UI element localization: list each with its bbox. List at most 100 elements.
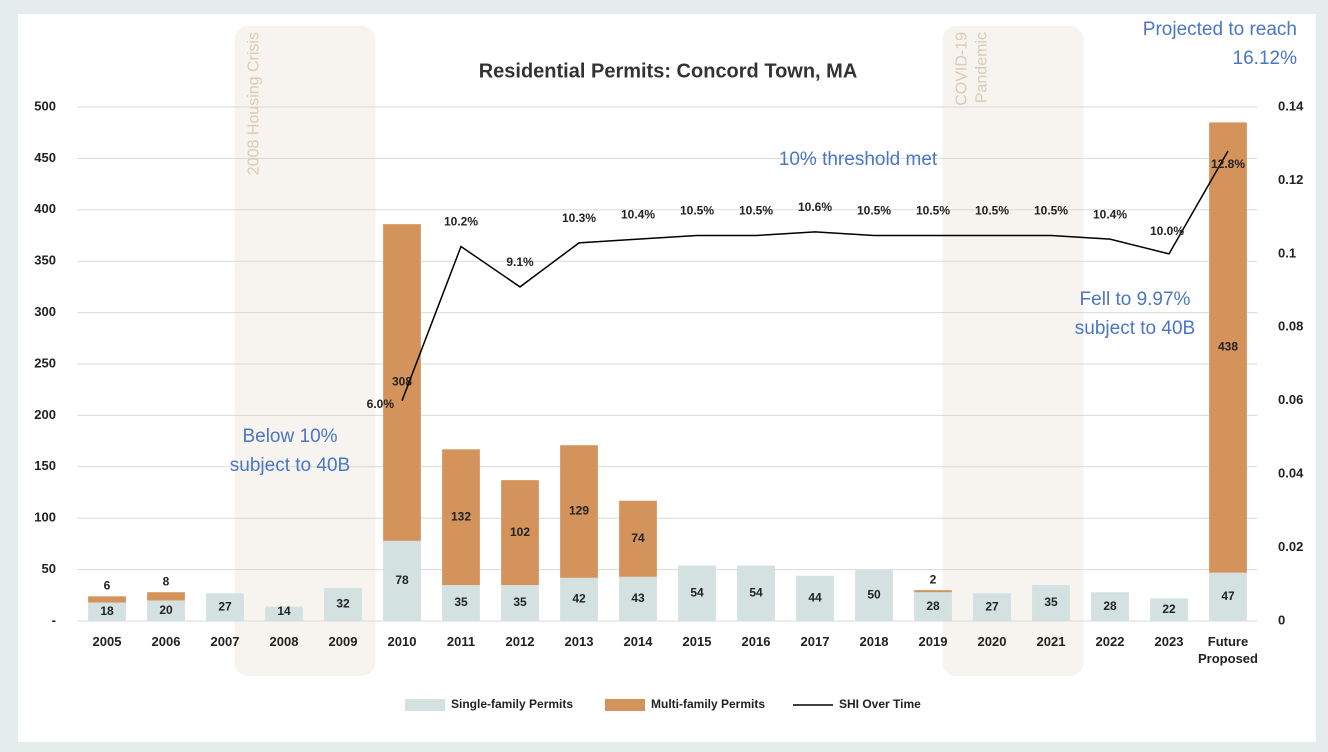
y2-tick-label: 0.02 bbox=[1278, 539, 1303, 554]
bar-value-label: 35 bbox=[454, 595, 468, 609]
x-tick-label-box: 2008 bbox=[270, 634, 299, 649]
line-value-label: 10.4% bbox=[621, 207, 655, 221]
bar-value-label: 6 bbox=[104, 578, 111, 592]
bar bbox=[737, 565, 775, 621]
x-tick-label: 2009 bbox=[328, 634, 358, 649]
y-tick-label: - bbox=[52, 612, 56, 627]
bar bbox=[88, 596, 126, 603]
line-value-label: 10.5% bbox=[739, 204, 773, 218]
y-tick-label: 350 bbox=[34, 253, 56, 268]
y-tick-label: 400 bbox=[34, 201, 56, 216]
line-value-label: 10.5% bbox=[857, 204, 891, 218]
bar bbox=[678, 565, 716, 621]
x-tick-label: 2013 bbox=[564, 634, 594, 649]
highlight-band bbox=[942, 26, 1084, 676]
y-tick-label: 200 bbox=[34, 407, 56, 422]
x-tick-label-box: 2022 bbox=[1096, 634, 1125, 649]
bar bbox=[147, 600, 185, 621]
x-tick-label-box: 2011 bbox=[447, 634, 475, 649]
chart-title: Residential Permits: Concord Town, MA bbox=[479, 60, 858, 82]
bar bbox=[383, 224, 421, 541]
line-value-label: 10.2% bbox=[444, 215, 478, 229]
legend-swatch bbox=[405, 699, 445, 711]
bar-value-label: 32 bbox=[336, 597, 350, 611]
line-value-label: 10.5% bbox=[680, 204, 714, 218]
bar-value-label: 27 bbox=[218, 599, 232, 613]
bar bbox=[855, 569, 893, 621]
x-tick-label-box: 2007 bbox=[210, 634, 240, 649]
bar bbox=[383, 540, 421, 621]
x-tick-label: 2019 bbox=[918, 634, 948, 649]
x-tick-label-box: 2006 bbox=[152, 634, 181, 649]
y2-tick-label: 0 bbox=[1278, 612, 1285, 627]
x-tick-label: 2020 bbox=[977, 634, 1007, 649]
x-tick-label: 2010 bbox=[387, 634, 417, 649]
x-tick-label-box: 2019 bbox=[918, 634, 948, 649]
bar bbox=[265, 606, 303, 621]
highlight-bands bbox=[234, 26, 1084, 676]
annotation: Projected to reach bbox=[1143, 19, 1297, 40]
line-value-label: 10.0% bbox=[1150, 224, 1184, 238]
y2-tick-label: 0.12 bbox=[1278, 172, 1303, 187]
bar-value-label: 18 bbox=[100, 604, 114, 618]
bar-value-label: 35 bbox=[513, 595, 527, 609]
bar-value-label: 54 bbox=[690, 585, 704, 599]
x-tick-label: 2014 bbox=[623, 634, 653, 649]
bar-value-label: 47 bbox=[1221, 589, 1235, 603]
bar bbox=[442, 585, 480, 621]
annotation: 10% threshold met bbox=[779, 149, 938, 170]
y-tick-label: 250 bbox=[34, 355, 56, 370]
bar-value-label: 43 bbox=[631, 591, 645, 605]
legend-label: Multi-family Permits bbox=[651, 697, 765, 711]
bar bbox=[147, 592, 185, 601]
bar bbox=[560, 577, 598, 621]
bar bbox=[796, 575, 834, 621]
highlight-label: Pandemic bbox=[974, 32, 991, 103]
x-tick-label-box: 2015 bbox=[683, 634, 712, 649]
bar bbox=[1209, 572, 1247, 621]
x-tick-label-box: 2018 bbox=[860, 634, 889, 649]
bar bbox=[501, 585, 539, 621]
bar-value-label: 22 bbox=[1162, 602, 1176, 616]
x-tick-label-box: 2009 bbox=[328, 634, 358, 649]
x-tick-label: 2023 bbox=[1154, 634, 1184, 649]
bar-value-label: 54 bbox=[749, 585, 763, 599]
y-tick-label: 500 bbox=[34, 98, 56, 113]
bar-value-label: 438 bbox=[1218, 340, 1238, 354]
legend-swatch bbox=[605, 699, 645, 711]
bar bbox=[1150, 598, 1188, 621]
bar bbox=[442, 449, 480, 586]
y-tick-label: 150 bbox=[34, 458, 56, 473]
bar-value-label: 42 bbox=[572, 592, 586, 606]
bar bbox=[324, 588, 362, 621]
bar bbox=[1032, 585, 1070, 621]
x-tick-label-box: 2013 bbox=[564, 634, 594, 649]
x-tick-label-box: Future Proposed bbox=[1198, 634, 1258, 666]
bar-value-label: 27 bbox=[985, 599, 999, 613]
bar bbox=[1209, 122, 1247, 573]
x-tick-label-box: 2012 bbox=[506, 634, 535, 649]
x-tick-label-box: 2014 bbox=[623, 634, 653, 649]
y2-tick-label: 0.14 bbox=[1278, 98, 1304, 113]
x-tick-label-box: 2017 bbox=[800, 634, 830, 649]
bar bbox=[206, 593, 244, 621]
bar-value-label: 35 bbox=[1044, 595, 1058, 609]
x-tick-label-box: 2010 bbox=[387, 634, 417, 649]
x-tick-label-box: 2020 bbox=[977, 634, 1007, 649]
x-tick-label: 2007 bbox=[210, 634, 240, 649]
x-tick-label: 2017 bbox=[800, 634, 830, 649]
y-tick-label: 450 bbox=[34, 150, 56, 165]
bar-value-label: 50 bbox=[867, 587, 881, 601]
bar-value-label: 78 bbox=[395, 573, 409, 587]
y-tick-label: 50 bbox=[42, 561, 56, 576]
legend-label: SHI Over Time bbox=[839, 697, 921, 711]
x-tick-label-box: 2023 bbox=[1154, 634, 1184, 649]
bar bbox=[914, 590, 952, 593]
line-value-label: 10.3% bbox=[562, 211, 596, 225]
bar bbox=[619, 500, 657, 577]
annotation: subject to 40B bbox=[230, 455, 350, 476]
x-tick-label: Future Proposed bbox=[1198, 634, 1258, 666]
bar-value-label: 129 bbox=[569, 504, 589, 518]
line-value-label: 10.4% bbox=[1093, 207, 1127, 221]
